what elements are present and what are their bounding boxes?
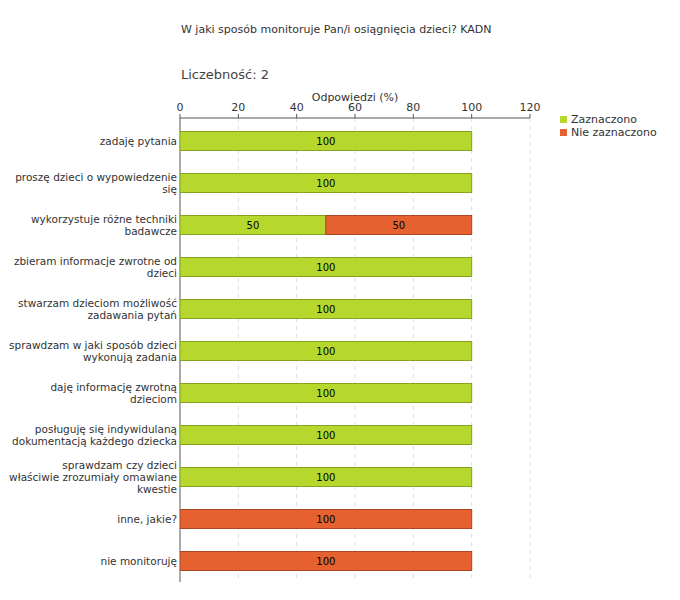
category-label-line: sprawdzam czy dzieci xyxy=(62,459,177,471)
data-label: 100 xyxy=(316,262,335,273)
bars xyxy=(180,132,472,571)
title: W jaki sposób monitoruje Pan/i osiągnięc… xyxy=(181,23,492,36)
data-labels: 100 100 50 50 100 100 100 100 100 100 100 100 xyxy=(247,136,406,567)
category-label-line: zbieram informacje zwrotne od xyxy=(14,255,177,267)
category-label: posługuję się indywidulanądokumentacją k… xyxy=(12,423,177,447)
category-label-line: się xyxy=(162,183,177,195)
chart-container: W jaki sposób monitoruje Pan/i osiągnięc… xyxy=(0,0,680,600)
bar xyxy=(326,216,472,235)
bar xyxy=(471,342,472,361)
category-label: daję informację zwrotnądzieciom xyxy=(50,381,177,405)
category-label-line: dokumentacją każdego dziecka xyxy=(12,435,177,447)
category-label-line: kwestie xyxy=(137,483,177,495)
bar xyxy=(180,510,472,529)
category-label: proszę dzieci o wypowiedzeniesię xyxy=(15,171,177,195)
legend-swatch xyxy=(560,129,567,136)
category-label-line: zadawania pytań xyxy=(88,309,178,321)
bar xyxy=(180,216,326,235)
bar xyxy=(180,258,472,277)
grid-line xyxy=(530,118,531,582)
data-label: 100 xyxy=(316,556,335,567)
category-label: zbieram informacje zwrotne oddzieci xyxy=(14,255,177,279)
category-label-line: daję informację zwrotną xyxy=(50,381,177,393)
category-label: stwarzam dzieciom możliwośćzadawania pyt… xyxy=(18,297,177,321)
data-label: 100 xyxy=(316,430,335,441)
category-label: sprawdzam w jaki sposób dzieciwykonują z… xyxy=(9,339,177,363)
category-label-line: inne, jakie? xyxy=(117,513,177,525)
legend-swatch xyxy=(560,116,567,123)
x-axis xyxy=(180,118,530,119)
data-label: 100 xyxy=(316,514,335,525)
tick-mark xyxy=(296,114,297,118)
bar xyxy=(180,300,472,319)
tick-label: 0 xyxy=(177,101,184,114)
category-label: inne, jakie? xyxy=(117,513,177,525)
category-label: zadaję pytania xyxy=(100,135,177,147)
tick-mark xyxy=(530,114,531,118)
bar xyxy=(180,174,472,193)
legend-label: Zaznaczono xyxy=(571,113,637,126)
category-label-line: dzieciom xyxy=(130,393,177,405)
data-label: 100 xyxy=(316,304,335,315)
bar xyxy=(471,132,472,151)
bar xyxy=(180,468,472,487)
category-label-line: proszę dzieci o wypowiedzenie xyxy=(15,171,177,183)
category-label: sprawdzam czy dzieciwłaściwie zrozumiały… xyxy=(9,459,177,495)
category-label: wykorzystuje różne technikibadawcze xyxy=(31,213,177,237)
category-label-line: wykonują zadania xyxy=(83,351,177,363)
data-label: 100 xyxy=(316,136,335,147)
bar xyxy=(471,174,472,193)
category-label-line: właściwie zrozumiały omawiane xyxy=(9,471,177,483)
legend-label: Nie zaznaczono xyxy=(571,126,657,139)
category-label-line: badawcze xyxy=(124,225,177,237)
category-label: nie monitoruję xyxy=(101,555,177,567)
tick-label: 120 xyxy=(520,101,541,114)
tick-mark xyxy=(238,114,239,118)
category-label-line: dzieci xyxy=(147,267,177,279)
tick-label: 100 xyxy=(461,101,482,114)
subtitle: Liczebność: 2 xyxy=(181,67,269,82)
data-label: 50 xyxy=(392,220,405,231)
tick-label: 60 xyxy=(348,101,362,114)
data-label: 100 xyxy=(316,346,335,357)
tick-label: 20 xyxy=(231,101,245,114)
category-label-line: posługuję się indywidulaną xyxy=(35,423,177,435)
data-label: 100 xyxy=(316,178,335,189)
bar xyxy=(471,300,472,319)
bar xyxy=(471,426,472,445)
tick-mark xyxy=(471,114,472,118)
tick-label: 40 xyxy=(290,101,304,114)
chart-svg: W jaki sposób monitoruje Pan/i osiągnięc… xyxy=(0,0,680,600)
bar xyxy=(180,552,472,571)
data-label: 100 xyxy=(316,472,335,483)
category-label-line: wykorzystuje różne techniki xyxy=(31,213,177,225)
bar xyxy=(180,426,472,445)
category-label-line: sprawdzam w jaki sposób dzieci xyxy=(9,339,177,351)
bar xyxy=(471,258,472,277)
tick-mark xyxy=(355,114,356,118)
tick-mark xyxy=(413,114,414,118)
bar xyxy=(180,132,472,151)
data-label: 50 xyxy=(247,220,260,231)
bar xyxy=(180,384,472,403)
category-label-line: zadaję pytania xyxy=(100,135,177,147)
bar xyxy=(471,384,472,403)
category-label-line: nie monitoruję xyxy=(101,555,177,567)
bar xyxy=(471,468,472,487)
tick-mark xyxy=(180,114,181,118)
data-label: 100 xyxy=(316,388,335,399)
category-label-line: stwarzam dzieciom możliwość xyxy=(18,297,177,309)
tick-label: 80 xyxy=(406,101,420,114)
bar xyxy=(180,342,472,361)
